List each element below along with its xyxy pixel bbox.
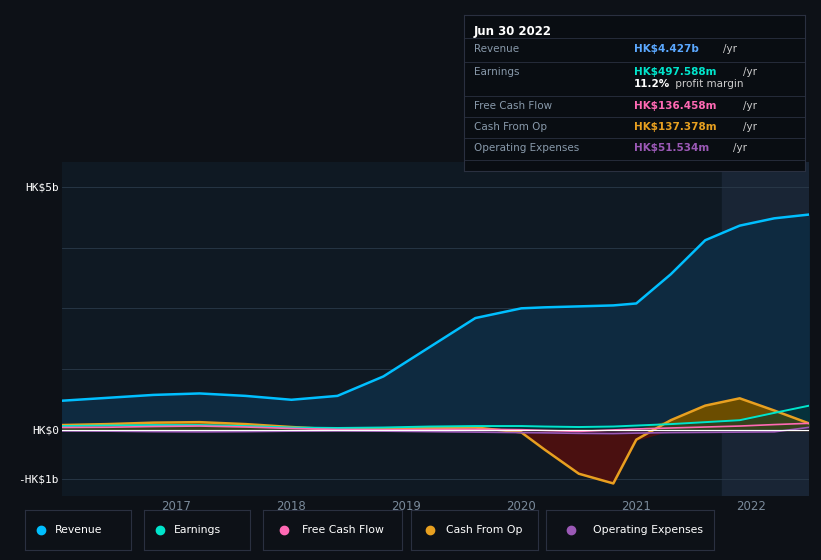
Text: 11.2%: 11.2%: [635, 80, 671, 90]
Text: /yr: /yr: [723, 44, 737, 54]
Text: /yr: /yr: [733, 143, 747, 153]
Text: Free Cash Flow: Free Cash Flow: [474, 101, 553, 111]
Text: Operating Expenses: Operating Expenses: [474, 143, 580, 153]
Text: Earnings: Earnings: [474, 67, 520, 77]
Text: /yr: /yr: [742, 122, 757, 132]
Text: /yr: /yr: [742, 67, 757, 77]
Text: HK$137.378m: HK$137.378m: [635, 122, 717, 132]
Text: Revenue: Revenue: [474, 44, 519, 54]
Text: HK$51.534m: HK$51.534m: [635, 143, 709, 153]
Text: HK$4.427b: HK$4.427b: [635, 44, 699, 54]
Text: Revenue: Revenue: [54, 525, 102, 535]
Text: Jun 30 2022: Jun 30 2022: [474, 25, 552, 38]
Text: HK$497.588m: HK$497.588m: [635, 67, 717, 77]
Text: HK$136.458m: HK$136.458m: [635, 101, 717, 111]
Text: Cash From Op: Cash From Op: [446, 525, 523, 535]
Text: /yr: /yr: [742, 101, 757, 111]
Text: Cash From Op: Cash From Op: [474, 122, 547, 132]
Text: Earnings: Earnings: [173, 525, 221, 535]
Bar: [722, 162, 814, 496]
Text: Free Cash Flow: Free Cash Flow: [302, 525, 383, 535]
Text: profit margin: profit margin: [672, 80, 743, 90]
Text: Operating Expenses: Operating Expenses: [593, 525, 703, 535]
